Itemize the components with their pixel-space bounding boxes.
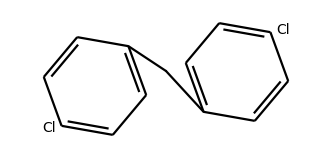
Text: Cl: Cl bbox=[277, 23, 290, 37]
Text: Cl: Cl bbox=[42, 121, 55, 135]
